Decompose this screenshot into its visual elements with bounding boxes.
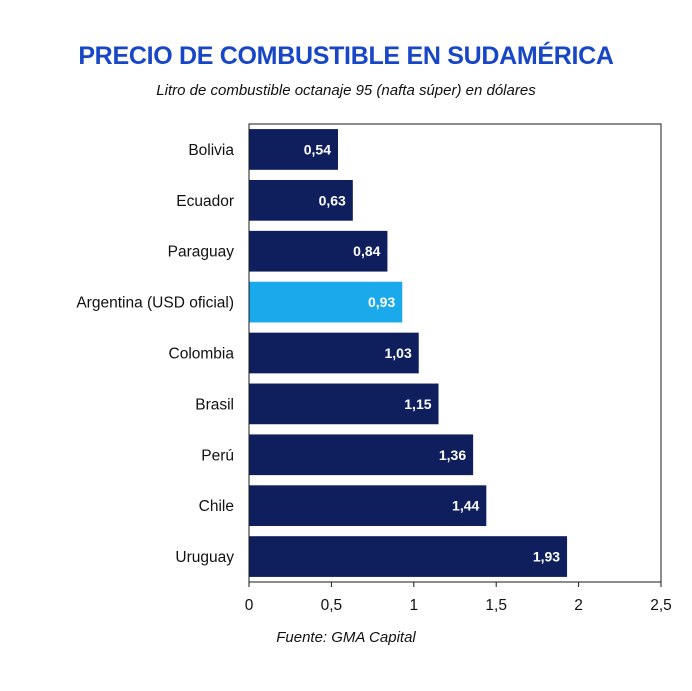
data-label: 0,54 (304, 141, 331, 157)
x-tick-label: 2,5 (650, 597, 672, 614)
data-label: 0,84 (353, 243, 380, 259)
x-tick-label: 0 (245, 597, 254, 614)
chart-title: PRECIO DE COMBUSTIBLE EN SUDAMÉRICA (78, 42, 614, 70)
bar (249, 332, 419, 374)
bar (249, 485, 487, 527)
x-tick-label: 1 (409, 597, 418, 614)
bar (249, 281, 403, 323)
data-label: 1,44 (452, 498, 479, 514)
data-label: 1,03 (384, 345, 411, 361)
data-label: 1,15 (404, 396, 431, 412)
bar (249, 536, 568, 577)
chart-source: Fuente: GMA Capital (276, 629, 416, 646)
category-label: Brasil (195, 396, 234, 413)
category-label: Paraguay (168, 244, 235, 261)
category-label: Colombia (169, 346, 235, 363)
bar (249, 434, 474, 476)
category-label: Uruguay (175, 549, 234, 566)
category-label: Chile (199, 498, 234, 515)
data-label: 0,93 (368, 294, 395, 310)
category-label: Argentina (USD oficial) (76, 295, 234, 312)
bar (249, 129, 338, 170)
bar (249, 230, 388, 272)
data-label: 1,93 (533, 549, 560, 565)
bar (249, 383, 439, 425)
bar (249, 179, 353, 221)
data-label: 0,63 (319, 192, 346, 208)
category-label: Bolivia (188, 142, 234, 159)
category-label: Perú (201, 447, 234, 464)
data-label: 1,36 (439, 447, 466, 463)
category-label: Ecuador (176, 193, 234, 210)
x-tick-label: 2 (574, 597, 583, 614)
chart-subtitle: Litro de combustible octanaje 95 (nafta … (156, 82, 536, 99)
x-tick-label: 0,5 (321, 597, 343, 614)
x-tick-label: 1,5 (485, 597, 507, 614)
plot-frame (248, 123, 662, 583)
